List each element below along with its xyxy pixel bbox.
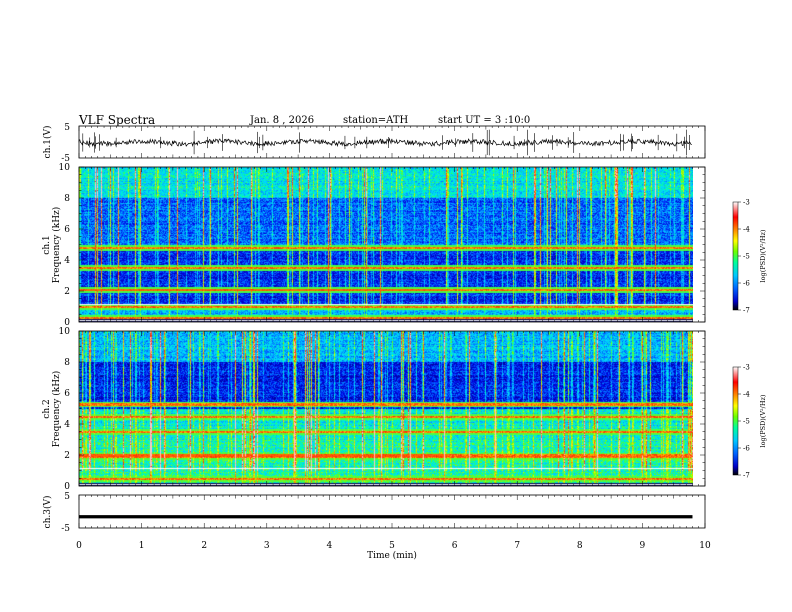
freq-tick-label: 8 <box>64 358 70 368</box>
time-axis-ticks <box>78 126 706 528</box>
ch1-freq-ylabel: Frequency (kHz) <box>51 207 62 284</box>
ch2-colorbar-ticks: -3 -4 -5 -6 -7 <box>738 364 750 480</box>
ch1-ytick-top: 5 <box>64 123 70 133</box>
colorbar-tick-label: -7 <box>743 472 750 480</box>
ch1-channel-label: ch.1 <box>42 235 52 254</box>
ch3-ytick-top: 5 <box>64 492 70 502</box>
time-tick-label: 2 <box>201 541 207 551</box>
colorbar-tick-label: -3 <box>743 199 750 207</box>
freq-tick-label: 0 <box>64 318 70 328</box>
freq-tick-label: 4 <box>64 420 70 430</box>
freq-tick-label: 0 <box>64 482 70 492</box>
ch1-waveform-line <box>78 137 692 148</box>
colorbar-tick-label: -6 <box>743 280 750 288</box>
freq-tick-label: 10 <box>59 327 71 337</box>
colorbar-tick-label: -5 <box>743 253 750 261</box>
ch3-waveform-ylabel: ch.3(V) <box>42 496 53 529</box>
colorbar-tick-label: -4 <box>743 391 750 399</box>
freq-tick-label: 2 <box>64 451 70 461</box>
ch1-waveform-ylabel: ch.1(V) <box>42 126 53 159</box>
freq-tick-label: 6 <box>64 225 70 235</box>
ch1-colorbar-label: log(PSD)(V²/Hz) <box>759 229 767 282</box>
time-tick-label: 9 <box>640 541 646 551</box>
colorbar-tick-label: -4 <box>743 226 750 234</box>
ch3-ytick-bottom: -5 <box>61 524 70 534</box>
freq-tick-label: 6 <box>64 389 70 399</box>
ch3-waveform-panel: 5 -5 ch.3(V) <box>42 492 706 534</box>
freq-tick-label: 4 <box>64 256 70 266</box>
freq-tick-label: 8 <box>64 194 70 204</box>
time-tick-label: 5 <box>389 541 395 551</box>
ch2-spectrogram-image <box>79 331 693 486</box>
ch2-freq-ylabel: Frequency (kHz) <box>51 371 62 448</box>
date-label: Jan. 8 , 2026 <box>250 115 315 126</box>
time-tick-label: 7 <box>514 541 520 551</box>
colorbar-tick-label: -6 <box>743 445 750 453</box>
freq-tick-label: 2 <box>64 287 70 297</box>
time-axis-label: Time (min) <box>367 550 417 561</box>
ch1-spectrogram-image <box>79 167 693 322</box>
ch2-colorbar-label: log(PSD)(V²/Hz) <box>759 394 767 447</box>
time-tick-label: 6 <box>452 541 458 551</box>
freq-tick-label: 10 <box>59 163 71 173</box>
ch2-colorbar <box>732 366 739 476</box>
ch1-ytick-bottom: -5 <box>61 154 70 164</box>
time-axis-labels: 0 1 2 3 4 5 6 7 8 9 10 <box>76 541 711 551</box>
start-time-label: start UT = 3 :10:0 <box>438 115 531 126</box>
time-tick-label: 0 <box>76 541 82 551</box>
ch1-colorbar-ticks: -3 -4 -5 -6 -7 <box>738 199 750 315</box>
time-tick-label: 10 <box>699 541 711 551</box>
chart-title: VLF Spectra <box>79 113 156 127</box>
ch1-waveform-trace <box>78 129 692 156</box>
colorbar-tick-label: -7 <box>743 307 750 315</box>
ch1-waveform-panel: 5 -5 ch.1(V) <box>42 123 706 164</box>
colorbar-tick-label: -3 <box>743 364 750 372</box>
station-label: station=ATH <box>343 115 409 126</box>
ch1-freq-ticks: 10 8 6 4 2 0 <box>59 163 705 328</box>
ch2-channel-label: ch.2 <box>42 399 52 418</box>
ch2-freq-ticks: 10 8 6 4 2 0 <box>59 327 705 492</box>
time-tick-label: 4 <box>327 541 333 551</box>
colorbar-tick-label: -5 <box>743 418 750 426</box>
time-tick-label: 8 <box>577 541 583 551</box>
time-tick-label: 1 <box>139 541 145 551</box>
ch1-colorbar <box>732 201 739 311</box>
time-tick-label: 3 <box>264 541 270 551</box>
